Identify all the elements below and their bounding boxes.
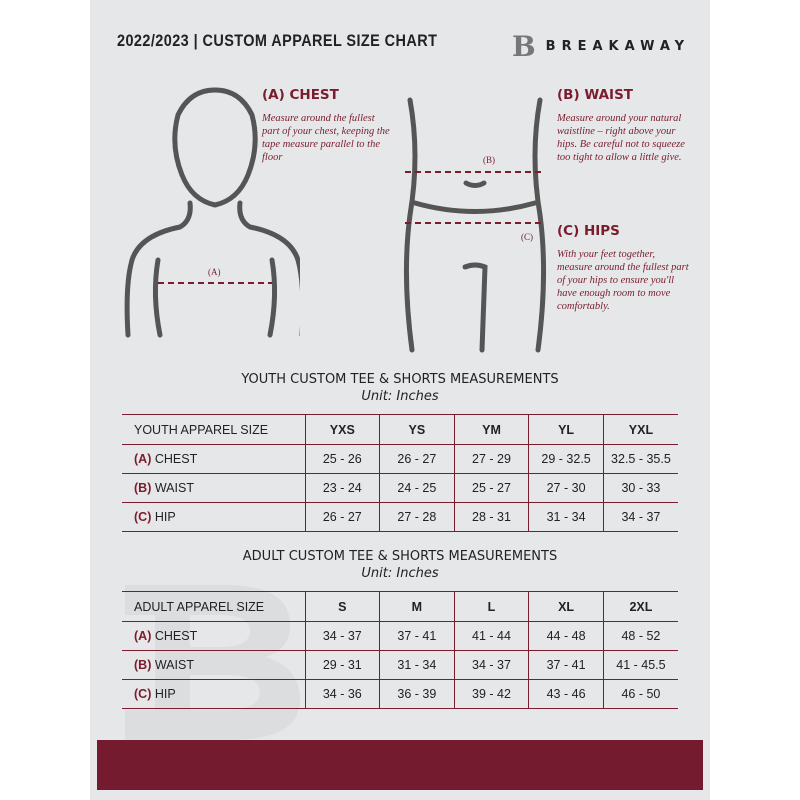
header-label: YOUTH APPAREL SIZE [122, 414, 305, 445]
cell: 48 - 52 [602, 621, 678, 651]
brand-name: BREAKAWAY [545, 39, 691, 54]
page-title: 2022/2023 | CUSTOM APPAREL SIZE CHART [117, 31, 438, 50]
table-row: (C) HIP 34 - 36 36 - 39 39 - 42 43 - 46 46 - … [122, 679, 678, 709]
hips-marker: (C) [521, 232, 533, 242]
waist-marker: (B) [483, 155, 495, 165]
cell: 25 - 26 [304, 444, 380, 474]
cell: 37 - 41 [528, 650, 604, 680]
row-label: (C) HIP [122, 679, 305, 709]
cell: 25 - 27 [453, 473, 529, 503]
size-header: YXL [602, 414, 678, 445]
hips-heading: (C) HIPS [557, 223, 620, 239]
cell: 29 - 31 [304, 650, 380, 680]
footer-bar [97, 740, 703, 790]
cell: 28 - 31 [453, 502, 529, 532]
cell: 23 - 24 [304, 473, 380, 503]
size-header: YM [453, 414, 529, 445]
size-header: XL [528, 591, 604, 622]
youth-size-table: YOUTH APPAREL SIZE YXS YS YM YL YXL (A) … [122, 414, 678, 532]
cell: 29 - 32.5 [528, 444, 604, 474]
cell: 32.5 - 35.5 [602, 444, 678, 474]
row-letter: (B) [134, 481, 152, 495]
cell: 41 - 45.5 [602, 650, 678, 680]
chest-description: Measure around the fullest part of your … [262, 113, 390, 163]
table-row: (B) WAIST 29 - 31 31 - 34 34 - 37 37 - 41 41 … [122, 650, 678, 680]
cell: 27 - 28 [379, 502, 455, 532]
row-letter: (C) [134, 687, 152, 701]
cell: 39 - 42 [453, 679, 529, 709]
youth-table-title: YOUTH CUSTOM TEE & SHORTS MEASUREMENTS [241, 372, 559, 387]
waist-description: Measure around your natural waistline – … [557, 113, 685, 163]
table-header-row: YOUTH APPAREL SIZE YXS YS YM YL YXL [122, 414, 678, 445]
table-row: (A) CHEST 34 - 37 37 - 41 41 - 44 44 - 48 48 … [122, 621, 678, 651]
row-name: HIP [154, 687, 176, 701]
cell: 36 - 39 [379, 679, 455, 709]
cell: 24 - 25 [379, 473, 455, 503]
row-name: WAIST [154, 658, 194, 672]
cell: 37 - 41 [379, 621, 455, 651]
row-name: CHEST [154, 452, 198, 466]
row-label: (B) WAIST [122, 473, 305, 503]
table-row: (B) WAIST 23 - 24 24 - 25 25 - 27 27 - 30 30 … [122, 473, 678, 503]
chest-marker: (A) [208, 267, 221, 277]
size-header: L [453, 591, 529, 622]
chest-heading: (A) CHEST [262, 87, 339, 103]
row-letter: (C) [134, 510, 152, 524]
cell: 34 - 37 [304, 621, 380, 651]
cell: 34 - 36 [304, 679, 380, 709]
row-name: WAIST [154, 481, 194, 495]
size-chart-sheet: 2022/2023 | CUSTOM APPAREL SIZE CHART B … [90, 0, 710, 800]
cell: 31 - 34 [379, 650, 455, 680]
row-letter: (A) [134, 629, 152, 643]
table-row: (A) CHEST 25 - 26 26 - 27 27 - 29 29 - 32.5 3… [122, 444, 678, 474]
row-label: (A) CHEST [122, 444, 305, 474]
cell: 26 - 27 [304, 502, 380, 532]
brand-logo: B BREAKAWAY [512, 30, 690, 63]
cell: 27 - 30 [528, 473, 604, 503]
size-header: YS [379, 414, 455, 445]
cell: 34 - 37 [602, 502, 678, 532]
size-header: YXS [304, 414, 380, 445]
cell: 26 - 27 [379, 444, 455, 474]
row-name: CHEST [154, 629, 198, 643]
cell: 34 - 37 [453, 650, 529, 680]
row-label: (C) HIP [122, 502, 305, 532]
cell: 30 - 33 [602, 473, 678, 503]
cell: 31 - 34 [528, 502, 604, 532]
row-label: (A) CHEST [122, 621, 305, 651]
row-name: HIP [154, 510, 176, 524]
size-header: YL [528, 414, 604, 445]
table-row: (C) HIP 26 - 27 27 - 28 28 - 31 31 - 34 34 - … [122, 502, 678, 532]
adult-size-table: ADULT APPAREL SIZE S M L XL 2XL (A) CHES… [122, 591, 678, 709]
logo-b-icon: B [512, 30, 536, 63]
row-letter: (A) [134, 452, 152, 466]
cell: 27 - 29 [453, 444, 529, 474]
waist-heading: (B) WAIST [557, 87, 634, 103]
youth-unit: Unit: Inches [361, 389, 439, 404]
upper-body-figure [124, 87, 300, 338]
lower-body-figure [403, 97, 547, 353]
size-header: S [304, 591, 380, 622]
size-header: M [379, 591, 455, 622]
cell: 44 - 48 [528, 621, 604, 651]
hips-description: With your feet together, measure around … [557, 249, 689, 312]
row-letter: (B) [134, 658, 152, 672]
cell: 41 - 44 [453, 621, 529, 651]
adult-table-title: ADULT CUSTOM TEE & SHORTS MEASUREMENTS [242, 549, 558, 564]
size-header: 2XL [602, 591, 678, 622]
adult-unit: Unit: Inches [361, 566, 439, 581]
cell: 46 - 50 [602, 679, 678, 709]
cell: 43 - 46 [528, 679, 604, 709]
table-header-row: ADULT APPAREL SIZE S M L XL 2XL [122, 591, 678, 622]
header-label: ADULT APPAREL SIZE [122, 591, 305, 622]
row-label: (B) WAIST [122, 650, 305, 680]
